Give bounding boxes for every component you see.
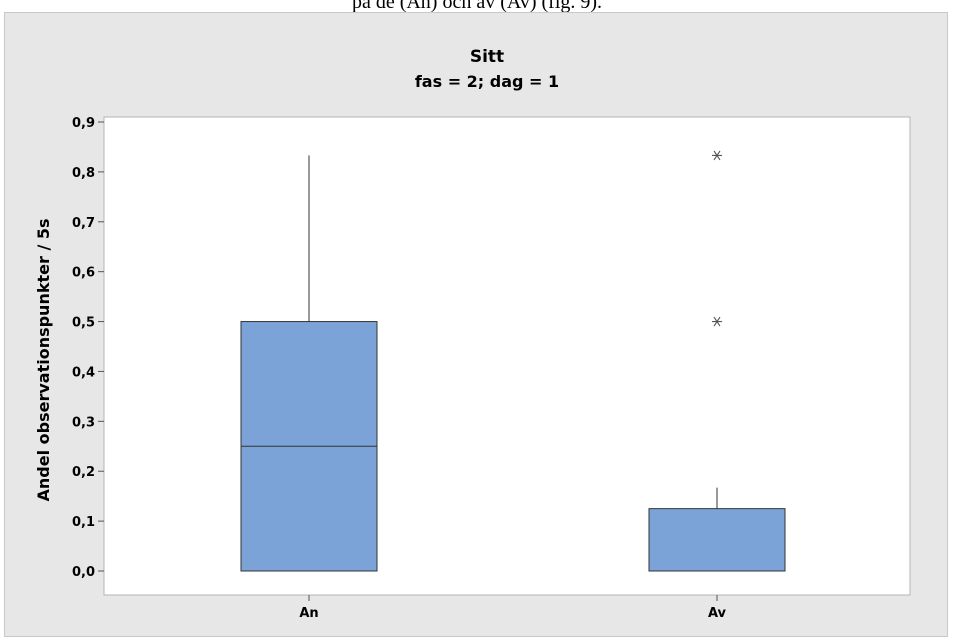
y-tick-label: 0,8 [72, 166, 95, 181]
y-tick-label: 0,1 [72, 515, 95, 530]
y-tick-label: 0,5 [72, 316, 95, 331]
y-axis: 0,0 0,1 0,2 0,3 0,4 0,5 0,6 0,7 0,8 0,9 [72, 116, 104, 580]
y-tick-label: 0,3 [72, 415, 95, 430]
x-tick-label: An [299, 606, 318, 621]
outlier-stroke [713, 150, 721, 161]
x-tick-label: Av [708, 606, 727, 621]
y-tick-label: 0,0 [72, 565, 95, 580]
y-axis-label: Andel observationspunkter / 5s [34, 218, 53, 501]
outlier-marker [712, 150, 722, 161]
header-text: på de (An) och av (Av) (fig. 9). [351, 0, 603, 13]
boxplot-marks [240, 150, 786, 572]
chart-subtitle: fas = 2; dag = 1 [415, 72, 559, 91]
chart-title: Sitt [470, 47, 504, 67]
y-tick-label: 0,6 [72, 266, 95, 281]
plot-area [103, 116, 911, 596]
y-tick-label: 0,7 [72, 216, 95, 231]
x-axis: An Av [299, 595, 727, 621]
y-tick-label: 0,2 [72, 465, 95, 480]
outlier-stroke [713, 316, 721, 327]
y-tick-label: 0,4 [72, 365, 95, 380]
y-tick-label: 0,9 [72, 116, 95, 131]
outlier-marker [712, 316, 722, 327]
box-Av [648, 508, 786, 572]
